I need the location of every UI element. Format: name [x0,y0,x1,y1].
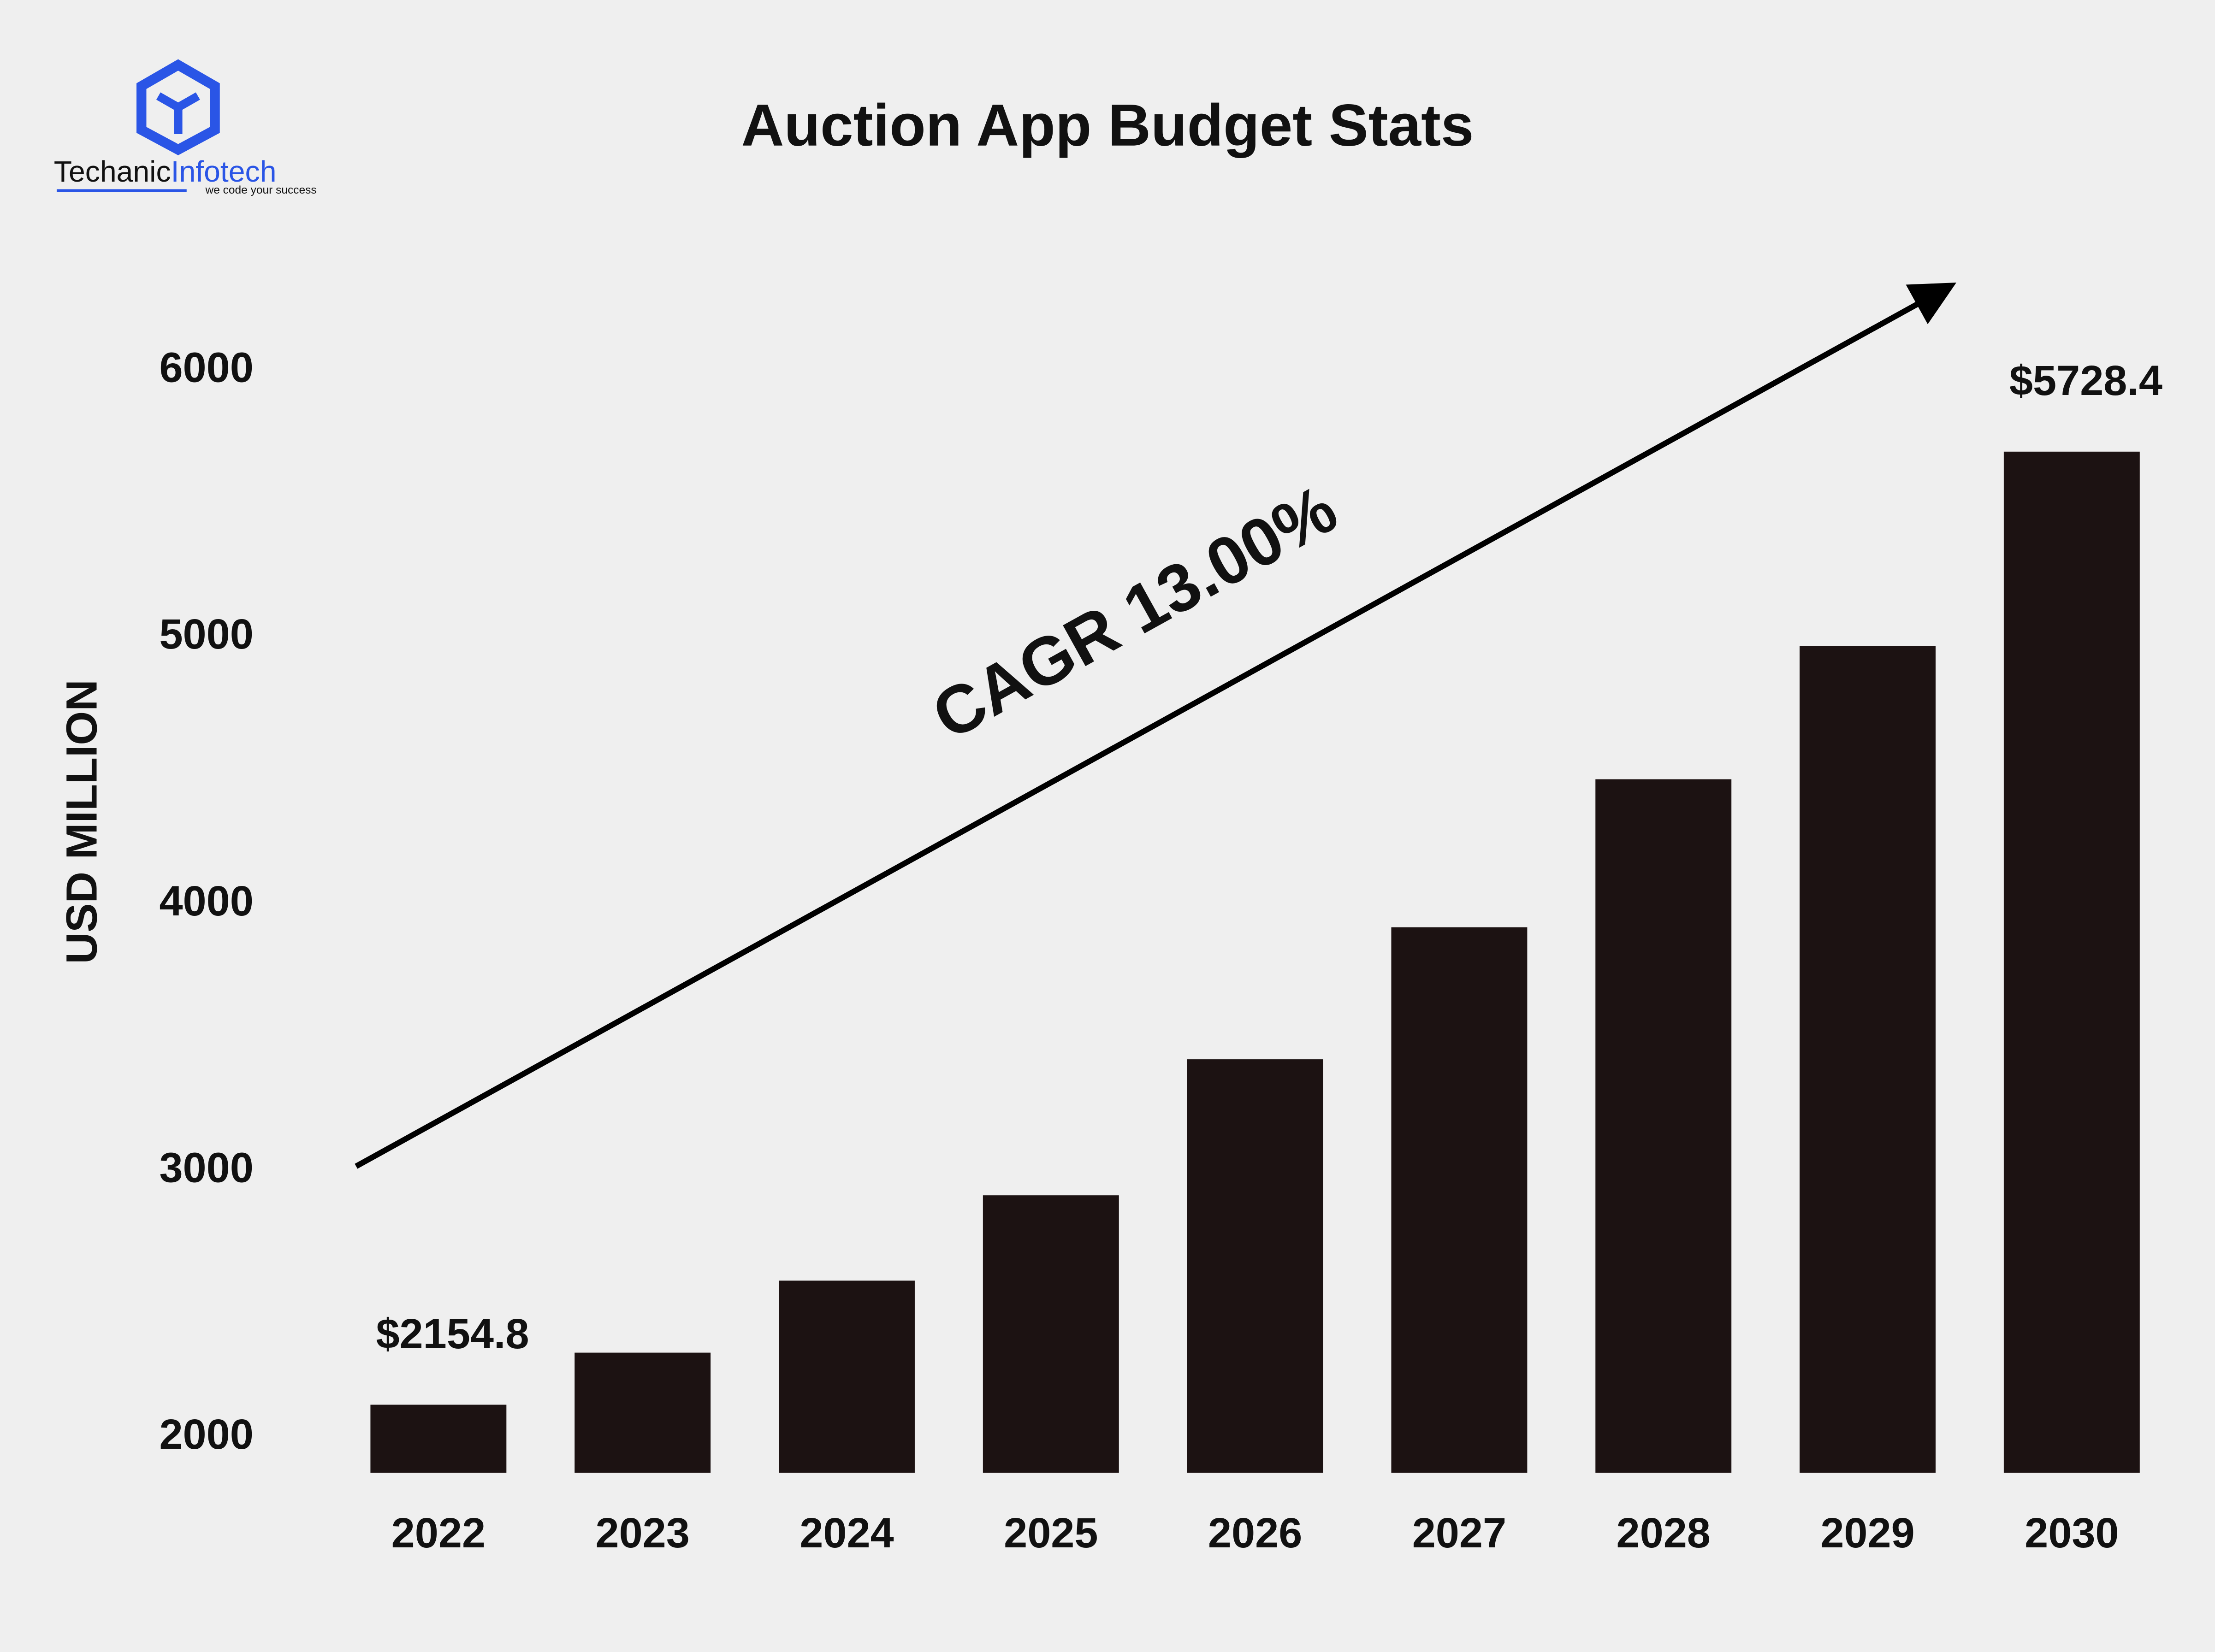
x-tick-label: 2025 [1004,1510,1098,1557]
x-tick-label: 2028 [1617,1510,1711,1557]
bar [779,1280,915,1473]
bar [1800,646,1936,1473]
bar [1595,779,1732,1473]
x-tick-label: 2029 [1820,1510,1914,1557]
x-tick-label: 2023 [595,1510,689,1557]
x-tick-label: 2027 [1412,1510,1506,1557]
logo-icon-inner [156,92,200,135]
bar [1187,1059,1323,1473]
bar [2003,451,2140,1473]
x-tick-label: 2030 [2025,1510,2119,1557]
y-tick-label: 3000 [159,1144,253,1191]
y-tick-label: 5000 [159,611,253,658]
value-label: $5728.4 [2009,357,2162,404]
logo-tagline: we code your success [205,184,317,196]
x-tick-label: 2022 [391,1510,486,1557]
logo: TechanicInfotech we code your success [54,59,317,196]
y-axis-label: USD MILLION [57,679,106,964]
x-tick-label: 2024 [800,1510,894,1557]
bar [574,1352,711,1473]
logo-name-blue: Infotech [171,155,277,188]
chart-title: Auction App Budget Stats [741,93,1474,159]
y-tick-label: 4000 [159,878,253,925]
trend-arrow [355,283,1957,1169]
bar [370,1404,507,1473]
bar [1391,927,1528,1473]
y-tick-label: 6000 [159,344,253,391]
value-label: $2154.8 [376,1310,529,1357]
logo-icon [136,59,220,155]
bar [983,1195,1119,1473]
x-tick-label: 2026 [1208,1510,1302,1557]
y-tick-label: 2000 [159,1411,253,1458]
logo-name-dark: Techanic [54,155,171,188]
logo-name: TechanicInfotech [54,155,277,188]
